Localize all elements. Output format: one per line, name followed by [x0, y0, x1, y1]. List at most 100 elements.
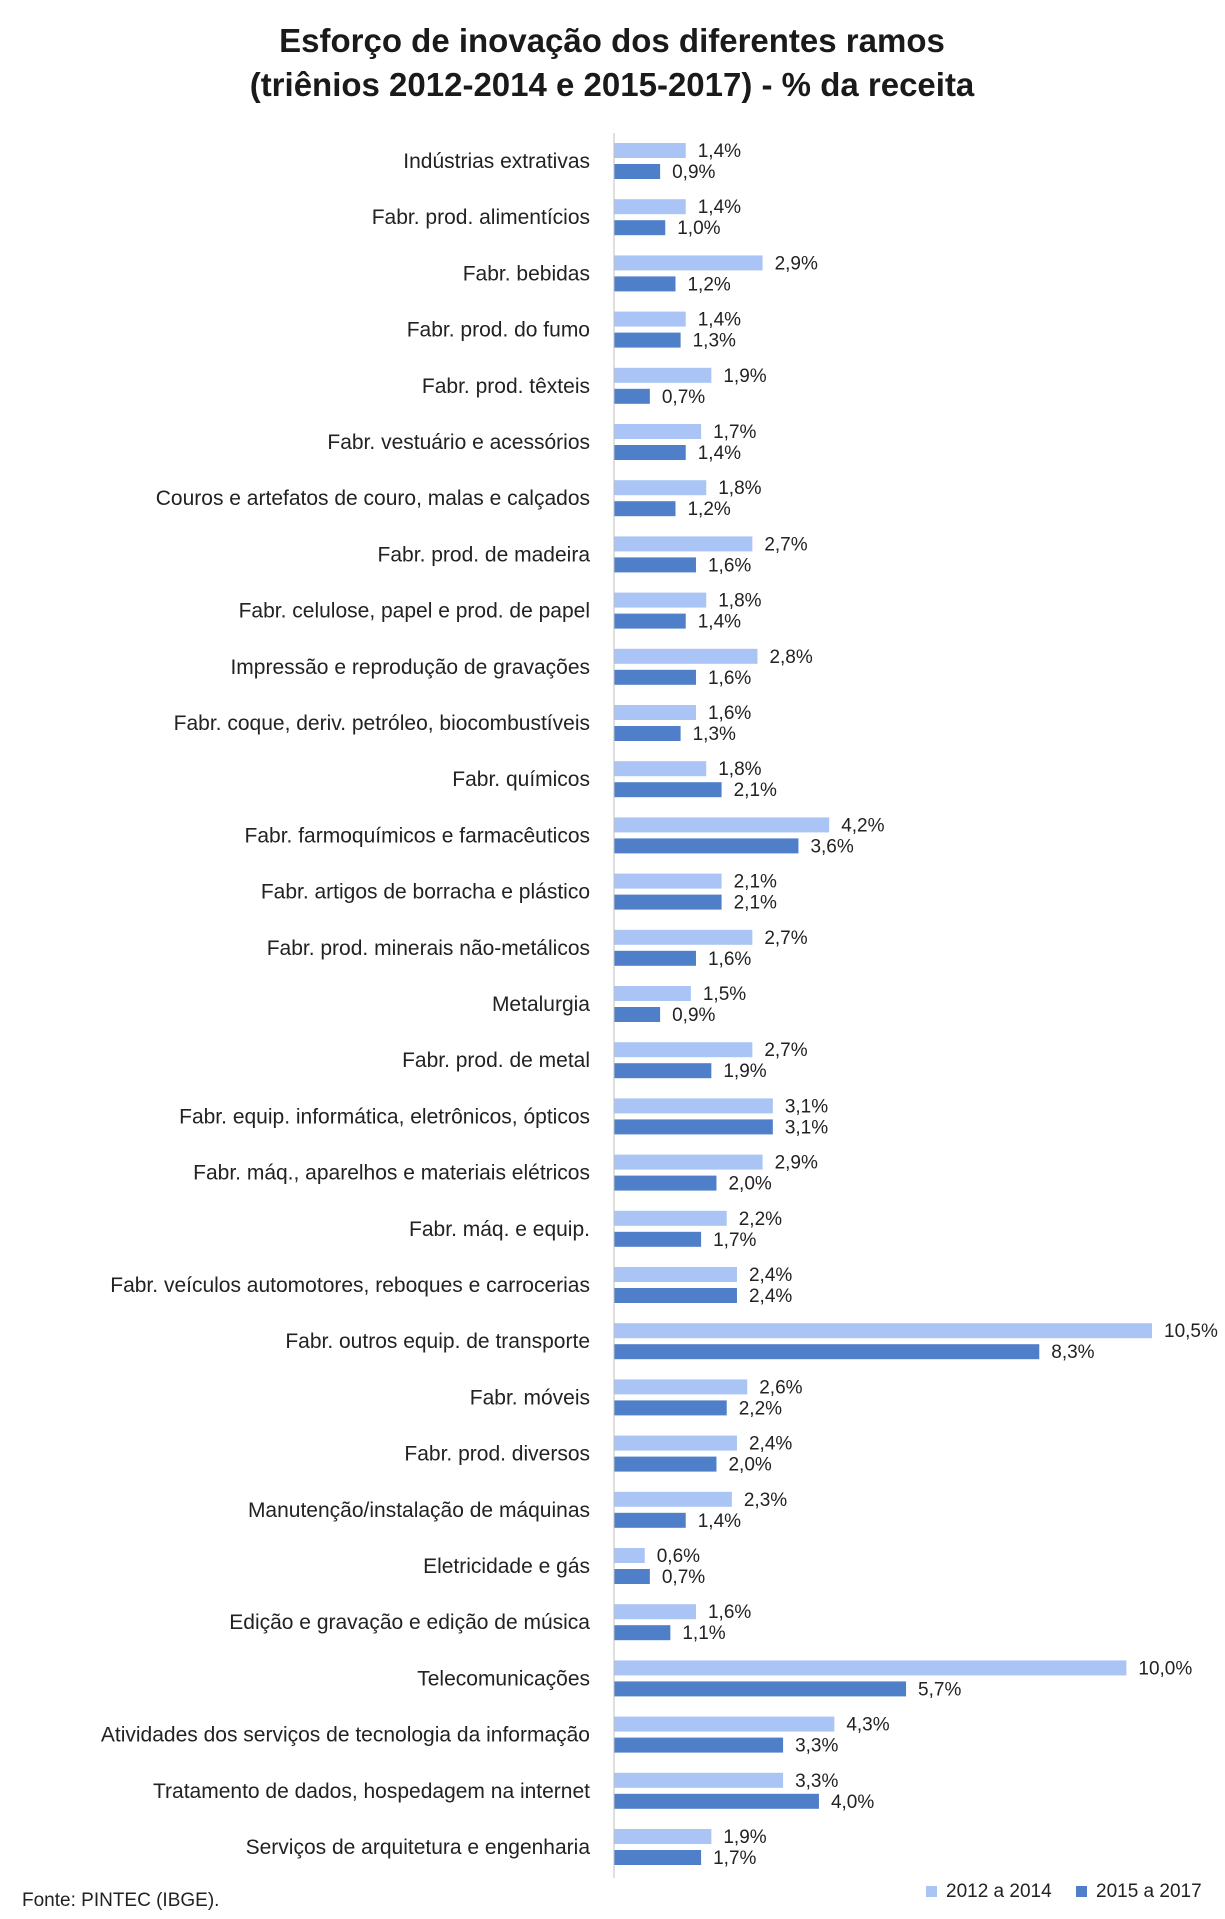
- category-label: Atividades dos serviços de tecnologia da…: [101, 1724, 590, 1747]
- data-label: 2,7%: [764, 534, 807, 555]
- bar-series-2: [614, 388, 650, 404]
- data-label: 3,3%: [795, 1771, 838, 1792]
- bar-series-1: [614, 986, 691, 1001]
- data-label: 1,4%: [698, 310, 741, 331]
- data-label: 10,5%: [1164, 1321, 1218, 1342]
- data-label: 3,3%: [795, 1736, 838, 1757]
- data-label: 1,6%: [708, 1602, 751, 1623]
- category-label: Fabr. prod. alimentícios: [372, 206, 590, 229]
- category-label: Fabr. prod. minerais não-metálicos: [267, 937, 590, 960]
- data-label: 2,1%: [734, 872, 777, 893]
- category-label: Fabr. veículos automotores, reboques e c…: [110, 1274, 590, 1297]
- bar-series-2: [614, 1288, 737, 1303]
- category-label: Fabr. móveis: [470, 1386, 590, 1409]
- bar-series-2: [614, 1231, 702, 1247]
- bars-layer: Indústrias extrativas 1,4%0,9%Fabr. prod.…: [101, 141, 1218, 1869]
- data-label: 1,2%: [687, 274, 730, 295]
- data-label: 0,7%: [662, 387, 705, 408]
- legend-swatch: [926, 1886, 937, 1897]
- data-label: 1,7%: [713, 1848, 756, 1869]
- data-label: 1,2%: [687, 499, 730, 520]
- bar-series-1: [614, 1267, 737, 1282]
- data-label: 1,3%: [693, 724, 736, 745]
- bar-series-1: [614, 1042, 753, 1058]
- bar-series-1: [614, 761, 707, 777]
- category-label: Fabr. coque, deriv. petróleo, biocombust…: [174, 712, 590, 735]
- data-label: 2,6%: [759, 1377, 802, 1398]
- bar-series-1: [614, 255, 763, 271]
- category-label: Tratamento de dados, hospedagem na inter…: [153, 1780, 590, 1803]
- legend-label: 2012 a 2014: [946, 1881, 1052, 1902]
- bar-series-2: [614, 950, 696, 966]
- data-label: 1,4%: [698, 612, 741, 633]
- category-label: Edição e gravação e edição de música: [229, 1611, 590, 1634]
- data-label: 1,7%: [713, 422, 756, 443]
- bar-series-1: [614, 199, 686, 215]
- bar-series-2: [614, 1737, 784, 1753]
- bar-series-1: [614, 1435, 737, 1451]
- bar-series-2: [614, 726, 681, 741]
- data-label: 0,9%: [672, 1005, 715, 1026]
- bar-series-1: [614, 592, 707, 608]
- data-label: 2,7%: [764, 1040, 807, 1061]
- legend-swatch: [1076, 1886, 1087, 1897]
- bar-series-1: [614, 929, 753, 945]
- bar-series-2: [614, 1344, 1040, 1360]
- bar-series-2: [614, 669, 696, 685]
- bar-series-1: [614, 1098, 773, 1114]
- bar-series-1: [614, 1154, 763, 1170]
- bar-series-1: [614, 1772, 784, 1788]
- category-label: Telecomunicações: [417, 1667, 590, 1690]
- data-label: 1,4%: [698, 141, 741, 162]
- category-label: Fabr. prod. de madeira: [378, 543, 591, 566]
- data-label: 2,2%: [739, 1209, 782, 1230]
- bar-series-2: [614, 1007, 661, 1022]
- data-label: 8,3%: [1051, 1342, 1094, 1363]
- chart-subtitle: (triênios 2012-2014 e 2015-2017) - % da …: [250, 66, 975, 103]
- data-label: 1,6%: [708, 703, 751, 724]
- bar-series-2: [614, 1400, 727, 1416]
- data-label: 4,3%: [846, 1715, 889, 1736]
- data-label: 2,7%: [764, 928, 807, 949]
- data-label: 1,5%: [703, 984, 746, 1005]
- category-label: Fabr. bebidas: [463, 262, 590, 285]
- bar-series-1: [614, 480, 707, 496]
- bar-series-2: [614, 1681, 907, 1697]
- data-label: 1,4%: [698, 443, 741, 464]
- data-label: 1,8%: [718, 591, 761, 612]
- bar-series-2: [614, 838, 799, 854]
- bar-series-1: [614, 1548, 645, 1563]
- bar-series-2: [614, 276, 676, 292]
- bar-series-2: [614, 1512, 686, 1528]
- bar-series-2: [614, 445, 686, 460]
- data-label: 2,1%: [734, 780, 777, 801]
- bar-series-1: [614, 143, 686, 158]
- data-label: 2,1%: [734, 893, 777, 914]
- category-label: Serviços de arquitetura e engenharia: [246, 1836, 591, 1859]
- data-label: 1,9%: [723, 1061, 766, 1082]
- data-label: 1,6%: [708, 668, 751, 689]
- bar-series-2: [614, 1793, 819, 1809]
- legend: 2012 a 2014 2015 a 2017: [926, 1881, 1202, 1902]
- category-label: Metalurgia: [492, 993, 590, 1016]
- data-label: 1,9%: [723, 1827, 766, 1848]
- data-label: 0,7%: [662, 1567, 705, 1588]
- bar-series-1: [614, 1829, 712, 1844]
- data-label: 1,8%: [718, 759, 761, 780]
- data-label: 1,6%: [708, 555, 751, 576]
- bar-series-2: [614, 1063, 712, 1079]
- bar-series-2: [614, 164, 661, 179]
- category-label: Eletricidade e gás: [423, 1555, 590, 1578]
- data-label: 1,1%: [682, 1623, 725, 1644]
- bar-series-2: [614, 1569, 650, 1584]
- data-label: 4,2%: [841, 815, 884, 836]
- category-label: Fabr. prod. de metal: [402, 1049, 590, 1072]
- bar-series-2: [614, 1119, 773, 1135]
- data-label: 2,4%: [749, 1434, 792, 1455]
- category-label: Fabr. máq., aparelhos e materiais elétri…: [193, 1162, 590, 1185]
- bar-series-1: [614, 1210, 727, 1226]
- category-label: Fabr. máq. e equip.: [409, 1218, 590, 1241]
- data-label: 1,4%: [698, 1511, 741, 1532]
